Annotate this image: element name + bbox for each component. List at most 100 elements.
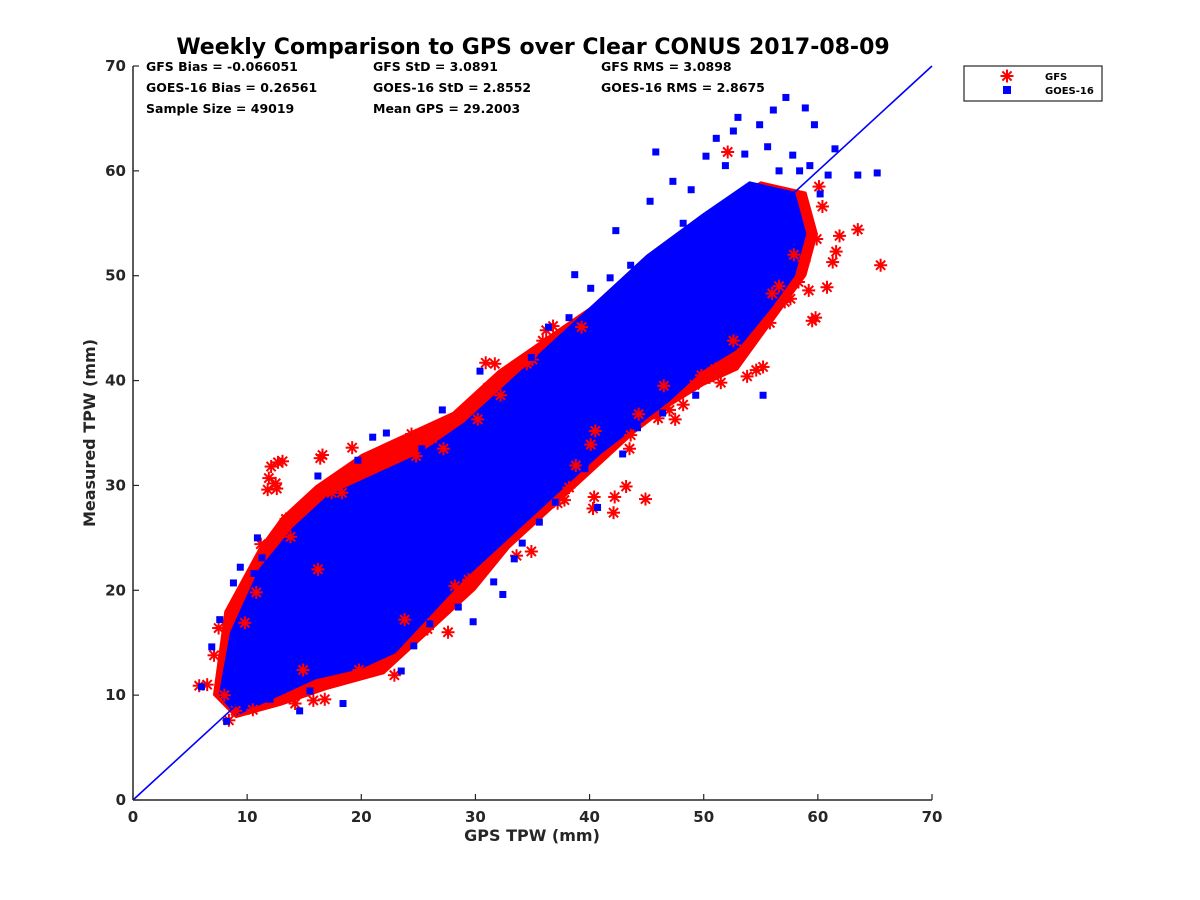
point-gfs-42: [462, 573, 476, 587]
point-gfs-90: [772, 279, 786, 293]
point-gfs-98: [809, 311, 823, 325]
point-gfs-32: [379, 443, 393, 457]
stats-annotations: GFS Bias = -0.066051 GFS StD = 3.0891 GFS …: [146, 59, 765, 116]
chart-title: Weekly Comparison to GPS over Clear CONU…: [176, 35, 889, 60]
point-goes-16-9: [266, 695, 274, 703]
point-gfs-53: [536, 334, 550, 348]
x-tick-label-1: 10: [237, 808, 258, 826]
point-gfs-16: [276, 454, 290, 468]
y-tick-label-1: 10: [105, 686, 126, 704]
point-goes-16-1: [208, 643, 216, 651]
point-goes-16-17: [369, 433, 377, 441]
point-gfs-80: [708, 362, 722, 376]
point-goes-16-72: [810, 121, 818, 129]
point-gfs-34: [398, 613, 412, 627]
point-goes-16-70: [801, 104, 809, 112]
legend-label-gfs: GFS: [1045, 72, 1067, 83]
axes: 0 10 20 30 40 50 60 70 0 10 20 30 40 50 60 70: [105, 57, 942, 826]
point-gfs-13: [264, 460, 278, 474]
dense-cloud-goes-16: [218, 181, 807, 717]
point-goes-16-31: [510, 555, 518, 563]
point-goes-16-25: [454, 603, 462, 611]
point-gfs-21: [296, 663, 310, 677]
point-gfs-22: [306, 693, 320, 707]
x-axis-label: GPS TPW (mm): [464, 826, 600, 845]
point-gfs-30: [352, 663, 366, 677]
point-goes-16-51: [669, 177, 677, 185]
point-gfs-45: [488, 357, 502, 371]
legend-marker-goes-16: [1003, 86, 1011, 94]
point-gfs-103: [826, 255, 840, 269]
point-goes-16-40: [587, 284, 595, 292]
point-gfs-23: [311, 562, 325, 576]
point-goes-16-10: [283, 679, 291, 687]
y-tick-label-0: 0: [116, 791, 126, 809]
point-gfs-104: [829, 245, 843, 259]
point-goes-16-7: [253, 534, 261, 542]
point-goes-16-35: [544, 323, 552, 331]
point-gfs-88: [763, 316, 777, 330]
reference-line-group: [132, 65, 933, 801]
point-gfs-28: [335, 486, 349, 500]
point-gfs-99: [810, 232, 824, 246]
y-tick-label-2: 20: [105, 581, 126, 599]
point-goes-16-24: [438, 406, 446, 414]
point-gfs-66: [608, 490, 622, 504]
point-gfs-92: [783, 292, 797, 306]
point-goes-16-34: [535, 518, 543, 526]
point-gfs-68: [623, 442, 637, 456]
point-goes-16-45: [619, 450, 627, 458]
point-goes-16-57: [721, 162, 729, 170]
point-goes-16-22: [418, 445, 426, 453]
point-goes-16-5: [236, 563, 244, 571]
point-gfs-62: [588, 424, 602, 438]
point-goes-16-38: [571, 271, 579, 279]
point-goes-16-52: [679, 219, 687, 227]
x-tick-label-3: 30: [465, 808, 486, 826]
point-gfs-102: [820, 280, 834, 294]
point-gfs-29: [345, 441, 359, 455]
point-goes-16-76: [854, 171, 862, 179]
one-to-one-line: [132, 65, 933, 801]
point-gfs-18: [279, 512, 293, 526]
point-goes-16-54: [692, 391, 700, 399]
point-gfs-52: [524, 544, 538, 558]
y-tick-label-6: 60: [105, 162, 126, 180]
point-gfs-65: [607, 506, 621, 520]
point-goes-16-6: [250, 570, 258, 578]
stat-text-0-2: GFS RMS = 3.0898: [601, 59, 732, 74]
point-goes-16-11: [296, 707, 304, 715]
stat-text-1-0: GOES-16 Bias = 0.26561: [146, 80, 317, 95]
point-gfs-73: [657, 379, 671, 393]
point-gfs-57: [557, 493, 571, 507]
point-gfs-71: [639, 492, 653, 506]
point-gfs-33: [387, 668, 401, 682]
point-goes-16-23: [426, 620, 434, 628]
point-goes-16-47: [634, 424, 642, 432]
point-gfs-107: [874, 258, 888, 272]
point-goes-16-74: [824, 171, 832, 179]
point-gfs-20: [288, 697, 302, 711]
point-gfs-83: [726, 334, 740, 348]
y-tick-label-7: 70: [105, 57, 126, 75]
legend: GFS GOES-16: [963, 65, 1103, 102]
point-goes-16-49: [652, 148, 660, 156]
point-gfs-38: [425, 431, 439, 445]
point-goes-16-64: [764, 143, 772, 151]
point-gfs-17: [270, 482, 284, 496]
point-goes-16-14: [331, 657, 339, 665]
x-tick-label-4: 40: [579, 808, 600, 826]
point-goes-16-63: [759, 391, 767, 399]
legend-label-goes-16: GOES-16: [1045, 86, 1094, 97]
y-tick-label-3: 30: [105, 476, 126, 494]
point-goes-16-46: [627, 261, 635, 269]
scatter-points: [192, 93, 888, 727]
x-tick-label-6: 60: [807, 808, 828, 826]
point-gfs-12: [262, 471, 276, 485]
point-goes-16-44: [612, 227, 620, 235]
stat-text-1-2: GOES-16 RMS = 2.8675: [601, 80, 765, 95]
point-gfs-11: [261, 483, 275, 497]
point-goes-16-50: [659, 409, 667, 417]
x-ticks: 0 10 20 30 40 50 60 70: [128, 794, 942, 826]
